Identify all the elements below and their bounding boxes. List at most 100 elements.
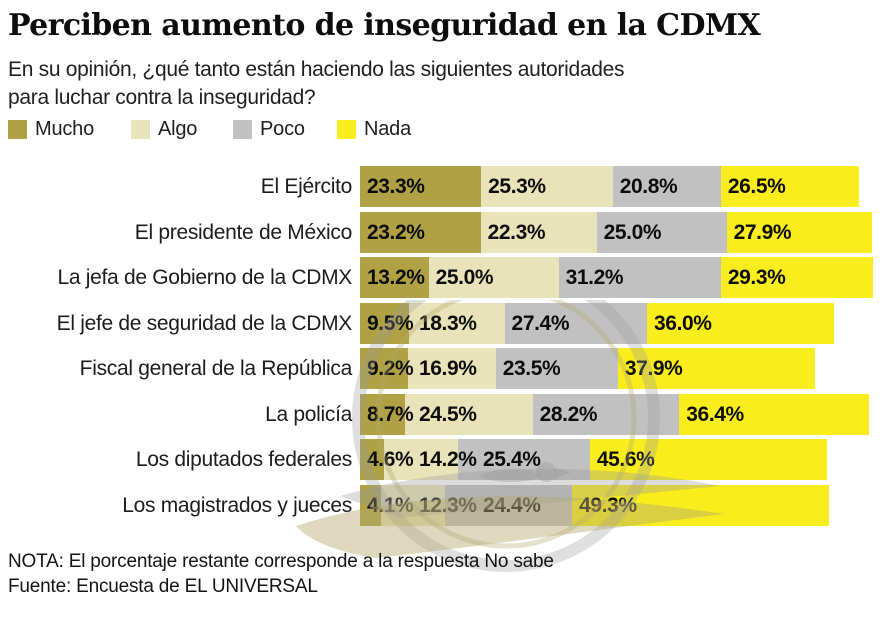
legend-label-algo: Algo <box>158 118 198 140</box>
value-label: 25.0% <box>435 266 494 289</box>
bar-segment-nada <box>720 166 859 207</box>
category-label: Los magistrados y jueces <box>122 493 352 517</box>
value-label: 14.2% <box>419 448 477 471</box>
value-label: 31.2% <box>565 266 624 289</box>
chart-row: La policía 8.7% 24.5% 28.2% 36.4% <box>0 393 888 435</box>
bar-segment-poco <box>495 348 618 389</box>
value-label: 4.1% <box>367 493 414 517</box>
value-label: 18.3% <box>419 311 477 335</box>
value-label: 20.8% <box>619 175 678 198</box>
bar-segment-nada <box>589 439 827 480</box>
value-label: 27.4% <box>511 311 570 335</box>
bar-segment-nada <box>572 484 829 526</box>
source-credit: Fuente: Encuesta de EL UNIVERSAL <box>8 576 318 597</box>
chart-row: Fiscal general de la República 9.2% 16.9% 2… <box>0 348 888 389</box>
value-label: 27.9% <box>733 220 792 244</box>
bar-segment-mucho <box>360 257 429 298</box>
value-label: 9.2% <box>367 357 414 380</box>
value-label: 13.2% <box>367 266 425 289</box>
legend-item-poco: Poco <box>233 118 305 141</box>
bar: 4.6% 14.2% 25.4% 45.6% <box>360 439 827 480</box>
value-label: 4.6% <box>367 448 414 471</box>
chart-row: Los diputados federales 4.6% 14.2% 25.4% 45.… <box>0 439 888 480</box>
bar: 8.7% 24.5% 28.2% 36.4% <box>360 393 869 435</box>
legend-swatch-poco <box>233 120 252 139</box>
value-label: 22.3% <box>487 220 546 244</box>
legend-swatch-algo <box>131 120 150 139</box>
bar-segment-nada <box>647 302 835 344</box>
category-label: La jefa de Gobierno de la CDMX <box>57 266 352 289</box>
value-label: 9.5% <box>367 311 414 335</box>
bar-segment-mucho <box>360 484 382 526</box>
bar-segment-poco <box>445 484 573 526</box>
legend-label-mucho: Mucho <box>35 118 95 140</box>
value-label: 25.0% <box>603 220 662 244</box>
bar-segment-poco <box>504 302 648 344</box>
value-label: 24.4% <box>483 493 541 517</box>
bar: 4.1% 12.3% 24.4% 49.3% <box>360 484 829 526</box>
bar-segment-mucho <box>360 166 482 207</box>
bar-segment-algo <box>383 439 458 480</box>
bar-segment-algo <box>481 166 613 207</box>
chart-row: Los magistrados y jueces 4.1% 12.3% 24.4% 49… <box>0 484 888 526</box>
bar-segment-nada <box>617 348 815 389</box>
subtitle: En su opinión, ¿qué tanto están haciendo… <box>8 56 624 112</box>
category-label: El jefe de seguridad de la CDMX <box>56 311 353 335</box>
bar-segment-algo <box>409 302 505 344</box>
bar-segment-poco <box>558 257 721 298</box>
stacked-bar-chart: El Ejército 23.3% 25.3% 20.8% 26.5% El presid… <box>0 166 888 532</box>
category-label: Fiscal general de la República <box>79 357 353 380</box>
category-label: La policía <box>265 402 352 426</box>
value-label: 8.7% <box>367 402 414 426</box>
legend-item-mucho: Mucho <box>8 118 94 141</box>
bar: 23.3% 25.3% 20.8% 26.5% <box>360 166 859 207</box>
legend-item-algo: Algo <box>131 118 197 141</box>
value-label: 29.3% <box>727 266 786 289</box>
value-label: 16.9% <box>419 357 477 380</box>
category-label: Los diputados federales <box>135 448 352 471</box>
value-label: 23.3% <box>367 175 425 198</box>
bar-segment-poco <box>612 166 721 207</box>
value-label: 36.4% <box>686 402 744 426</box>
bar-segment-algo <box>381 484 446 526</box>
bar-segment-algo <box>480 211 597 253</box>
value-label: 23.5% <box>502 357 561 380</box>
value-label: 49.3% <box>579 493 637 517</box>
value-label: 45.6% <box>596 448 655 471</box>
bar-segment-algo <box>407 348 496 389</box>
value-label: 26.5% <box>727 175 786 198</box>
chart-row: El Ejército 23.3% 25.3% 20.8% 26.5% <box>0 166 888 207</box>
legend-swatch-mucho <box>8 120 27 139</box>
value-label: 25.3% <box>488 175 546 198</box>
legend-label-nada: Nada <box>364 118 412 140</box>
legend-swatch-nada <box>337 120 356 139</box>
bar-segment-poco <box>532 393 680 435</box>
chart-row: El jefe de seguridad de la CDMX 9.5% 18.3%… <box>0 302 888 344</box>
value-label: 23.2% <box>367 220 425 244</box>
bar-segment-nada <box>726 211 872 253</box>
bar-segment-mucho <box>360 211 481 253</box>
bar: 9.2% 16.9% 23.5% 37.9% <box>360 348 815 389</box>
legend: Mucho Algo Poco Nada <box>0 118 888 140</box>
bar-segment-mucho <box>360 393 406 435</box>
bar-segment-mucho <box>360 348 408 389</box>
bar-segment-mucho <box>360 302 410 344</box>
bar: 23.2% 22.3% 25.0% 27.9% <box>360 211 872 253</box>
bar-segment-mucho <box>360 439 384 480</box>
value-label: 36.0% <box>654 311 712 335</box>
chart-row: La jefa de Gobierno de la CDMX 13.2% 25.0%… <box>0 257 888 298</box>
value-label: 12.3% <box>419 493 477 517</box>
bar-segment-nada <box>679 393 869 435</box>
legend-label-poco: Poco <box>260 118 305 140</box>
subtitle-line-1: En su opinión, ¿qué tanto están haciendo… <box>8 58 625 81</box>
subtitle-line-2: para luchar contra la inseguridad? <box>8 86 316 109</box>
bar-segment-algo <box>405 393 533 435</box>
value-label: 28.2% <box>539 402 598 426</box>
bar-segment-poco <box>457 439 590 480</box>
bar-segment-nada <box>720 257 874 298</box>
legend-item-nada: Nada <box>337 118 411 141</box>
bar-segment-algo <box>428 257 559 298</box>
chart-row: El presidente de México 23.2% 22.3% 25.0% 27… <box>0 211 888 253</box>
value-label: 24.5% <box>419 402 477 426</box>
